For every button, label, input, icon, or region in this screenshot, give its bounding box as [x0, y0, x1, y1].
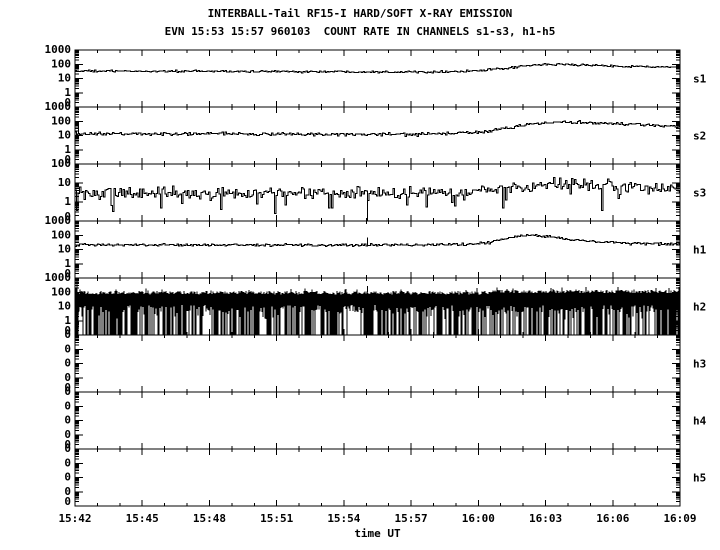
y-tick-label: 0 [64, 324, 71, 337]
y-tick-label: 0 [64, 371, 71, 384]
chart-subtitle: EVN 15:53 15:57 960103 COUNT RATE IN CHA… [164, 25, 556, 38]
channel-label: h3 [693, 358, 706, 371]
y-tick-label: 100 [51, 114, 71, 127]
y-tick-label: 1 [64, 314, 71, 327]
channel-label: h4 [693, 415, 707, 428]
y-tick-label: 0 [64, 153, 71, 166]
y-tick-label: 10 [58, 72, 71, 85]
y-tick-label: 0 [64, 495, 71, 508]
x-tick-label: 16:09 [663, 512, 696, 525]
y-tick-label: 0 [64, 442, 71, 455]
channel-label: h1 [693, 244, 707, 257]
y-tick-label: 1000 [45, 271, 72, 284]
y-tick-label: 0 [64, 414, 71, 427]
trace-s3 [75, 177, 680, 214]
y-tick-label: 1000 [45, 214, 72, 227]
y-tick-label: 0 [64, 471, 71, 484]
y-tick-label: 100 [51, 57, 71, 70]
y-tick-label: 100 [51, 228, 71, 241]
y-tick-label: 0 [64, 381, 71, 394]
channel-label: s2 [693, 130, 706, 143]
y-tick-label: 0 [64, 357, 71, 370]
y-tick-label: 0 [64, 485, 71, 498]
y-tick-label: 0 [64, 328, 71, 341]
x-tick-label: 15:51 [260, 512, 293, 525]
y-tick-label: 10 [58, 300, 71, 313]
band-h2 [74, 286, 681, 320]
y-tick-label: 0 [64, 385, 71, 398]
dropouts-h2 [74, 305, 680, 335]
y-tick-label: 100 [51, 157, 71, 170]
channel-label: s1 [693, 73, 707, 86]
y-tick-label: 0 [64, 342, 71, 355]
x-tick-label: 15:42 [58, 512, 91, 525]
y-tick-label: 1 [64, 143, 71, 156]
y-tick-label: 1 [64, 195, 71, 208]
y-tick-label: 10 [58, 129, 71, 142]
x-tick-label: 15:54 [327, 512, 360, 525]
x-tick-label: 16:03 [529, 512, 562, 525]
trace-s2 [75, 119, 680, 138]
y-tick-label: 0 [64, 428, 71, 441]
channel-label: s3 [693, 187, 706, 200]
y-tick-label: 10 [58, 176, 71, 189]
x-tick-label: 15:48 [193, 512, 226, 525]
y-tick-label: 10 [58, 243, 71, 256]
y-tick-label: 1000 [45, 43, 72, 56]
x-tick-label: 15:57 [395, 512, 428, 525]
x-tick-label: 16:00 [462, 512, 495, 525]
y-tick-label: 1 [64, 86, 71, 99]
y-tick-label: 0 [64, 399, 71, 412]
channel-label: h5 [693, 472, 706, 485]
trace-s1 [75, 63, 680, 74]
x-tick-label: 16:06 [596, 512, 629, 525]
y-tick-label: 0 [64, 438, 71, 451]
y-tick-label: 0 [64, 456, 71, 469]
x-axis-title: time UT [354, 527, 401, 540]
x-axis: 15:42 15:45 15:48 15:51 15:54 15:57 16:00 16:03… [58, 512, 696, 540]
y-tick-label: 0 [64, 96, 71, 109]
y-tick-label: 1000 [45, 100, 72, 113]
y-tick-label: 0 [64, 210, 71, 223]
chart-title: INTERBALL-Tail RF15-I HARD/SOFT X-RAY EM… [207, 7, 513, 20]
y-tick-label: 100 [51, 285, 71, 298]
y-tick-label: 0 [64, 267, 71, 280]
x-tick-label: 15:45 [126, 512, 159, 525]
trace-h1 [75, 234, 680, 248]
channel-label: h2 [693, 301, 706, 314]
y-tick-label: 1 [64, 257, 71, 270]
